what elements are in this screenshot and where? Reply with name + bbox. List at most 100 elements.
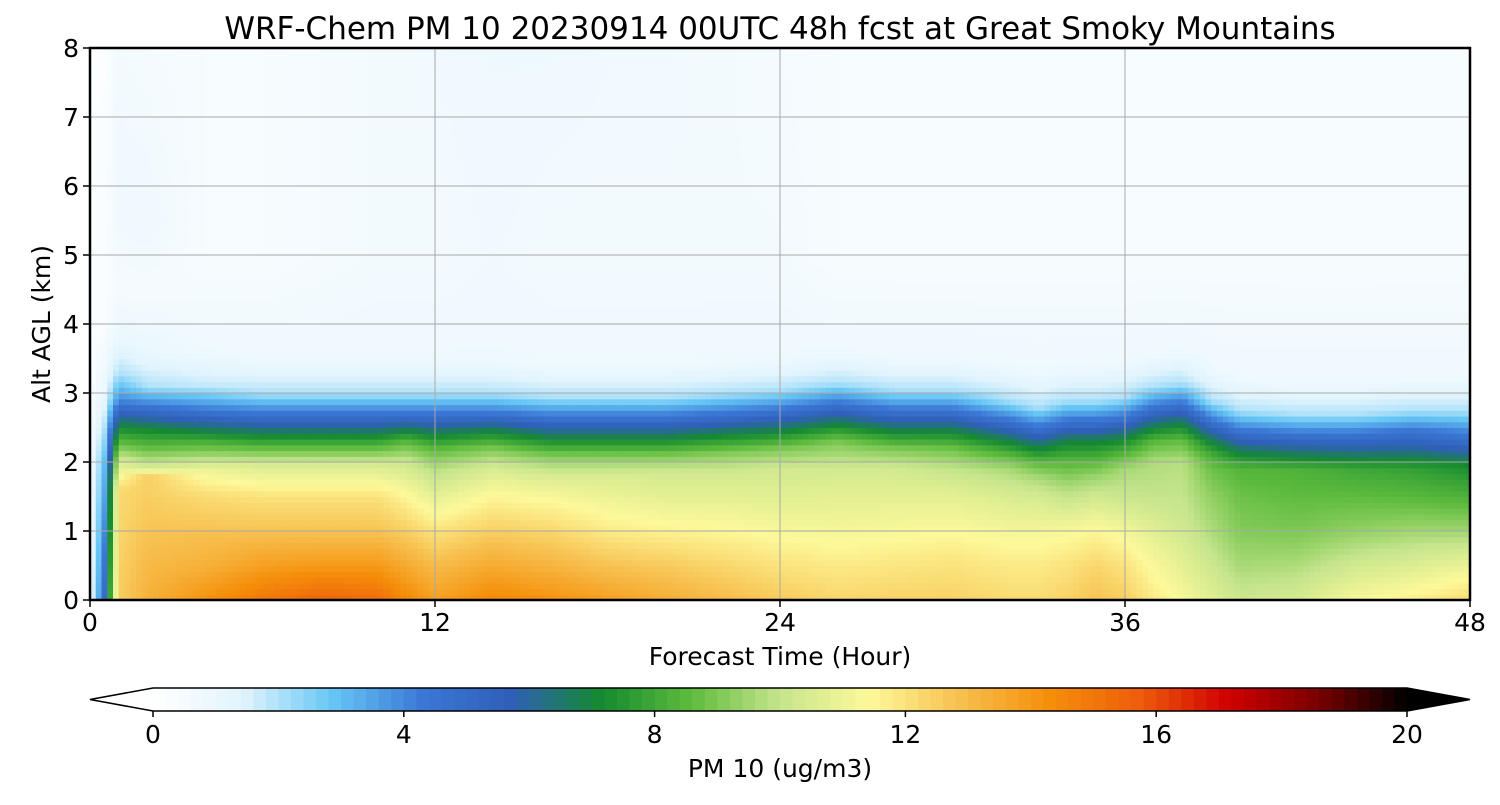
heatmap-cell — [101, 214, 108, 222]
heatmap-cell — [348, 59, 356, 66]
heatmap-cell — [222, 410, 229, 417]
heatmap-cell — [90, 565, 97, 572]
heatmap-cell — [389, 577, 396, 584]
heatmap-cell — [216, 370, 223, 377]
heatmap-cell — [107, 289, 114, 296]
heatmap-cell — [124, 358, 131, 365]
heatmap-cell — [164, 295, 172, 302]
heatmap-cell — [325, 237, 333, 245]
heatmap-cell — [101, 485, 108, 492]
heatmap-cell — [366, 180, 373, 187]
heatmap-cell — [193, 370, 200, 377]
heatmap-cell — [331, 289, 338, 296]
heatmap-cell — [141, 462, 149, 469]
heatmap-cell — [124, 542, 131, 549]
heatmap-cell — [130, 82, 137, 89]
heatmap-cell — [308, 536, 315, 544]
heatmap-cell — [182, 163, 189, 170]
heatmap-cell — [136, 197, 143, 204]
heatmap-cell — [274, 312, 281, 319]
heatmap-cell — [159, 278, 166, 285]
heatmap-cell — [245, 387, 252, 394]
heatmap-cell — [348, 352, 356, 360]
heatmap-cell — [354, 99, 361, 107]
heatmap-cell — [147, 513, 154, 521]
heatmap-cell — [377, 536, 384, 544]
heatmap-cell — [228, 364, 235, 371]
heatmap-cell — [314, 375, 321, 383]
heatmap-cell — [176, 421, 183, 429]
heatmap-cell — [256, 111, 264, 118]
heatmap-cell — [325, 174, 333, 181]
heatmap-cell — [366, 318, 373, 325]
heatmap-cell — [210, 490, 218, 498]
heatmap-cell — [159, 151, 166, 158]
heatmap-cell — [159, 209, 166, 216]
heatmap-cell — [285, 278, 292, 285]
heatmap-cell — [331, 329, 338, 337]
heatmap-cell — [153, 421, 160, 429]
heatmap-cell — [377, 260, 384, 268]
heatmap-cell — [147, 145, 154, 153]
heatmap-cell — [136, 122, 143, 130]
heatmap-cell — [256, 490, 264, 498]
heatmap-cell — [377, 433, 384, 440]
heatmap-cell — [101, 513, 108, 521]
heatmap-cell — [153, 404, 160, 411]
heatmap-cell — [245, 174, 252, 181]
heatmap-cell — [262, 71, 269, 78]
heatmap-cell — [343, 306, 350, 314]
heatmap-cell — [291, 312, 298, 319]
heatmap-cell — [360, 117, 367, 124]
heatmap-cell — [256, 94, 264, 101]
heatmap-cell — [354, 416, 361, 423]
heatmap-cell — [95, 508, 103, 515]
heatmap-cell — [354, 209, 361, 216]
heatmap-cell — [124, 209, 131, 216]
heatmap-cell — [279, 341, 287, 348]
heatmap-cell — [164, 582, 172, 590]
heatmap-cell — [314, 548, 321, 555]
heatmap-cell — [279, 324, 287, 331]
heatmap-cell — [147, 191, 154, 199]
heatmap-cell — [297, 479, 304, 486]
heatmap-cell — [348, 191, 356, 199]
heatmap-cell — [285, 559, 292, 567]
heatmap-cell — [377, 99, 384, 107]
heatmap-cell — [262, 312, 269, 319]
heatmap-cell — [268, 203, 275, 210]
heatmap-cell — [90, 266, 97, 273]
heatmap-cell — [136, 542, 143, 549]
heatmap-cell — [274, 427, 281, 434]
heatmap-cell — [164, 427, 172, 434]
heatmap-cell — [141, 473, 149, 480]
heatmap-cell — [285, 140, 292, 147]
heatmap-cell — [371, 364, 379, 371]
heatmap-cell — [159, 186, 166, 193]
heatmap-cell — [118, 301, 126, 308]
heatmap-cell — [251, 502, 258, 509]
heatmap-cell — [95, 525, 103, 532]
heatmap-cell — [314, 513, 321, 521]
heatmap-cell — [285, 94, 292, 101]
heatmap-cell — [205, 266, 212, 273]
heatmap-cell — [95, 594, 103, 601]
heatmap-cell — [147, 364, 154, 371]
heatmap-cell — [314, 467, 321, 475]
heatmap-cell — [141, 48, 149, 55]
heatmap-cell — [222, 594, 229, 601]
heatmap-cell — [176, 191, 183, 199]
heatmap-cell — [170, 565, 177, 572]
heatmap-cell — [199, 180, 206, 187]
heatmap-cell — [159, 82, 166, 89]
heatmap-cell — [245, 163, 252, 170]
heatmap-cell — [348, 404, 356, 411]
heatmap-cell — [354, 393, 361, 400]
heatmap-cell — [371, 260, 379, 268]
heatmap-cell — [371, 145, 379, 153]
heatmap-cell — [239, 260, 246, 268]
heatmap-cell — [205, 295, 212, 302]
heatmap-cell — [90, 559, 97, 567]
heatmap-cell — [130, 381, 137, 388]
heatmap-cell — [101, 559, 108, 567]
